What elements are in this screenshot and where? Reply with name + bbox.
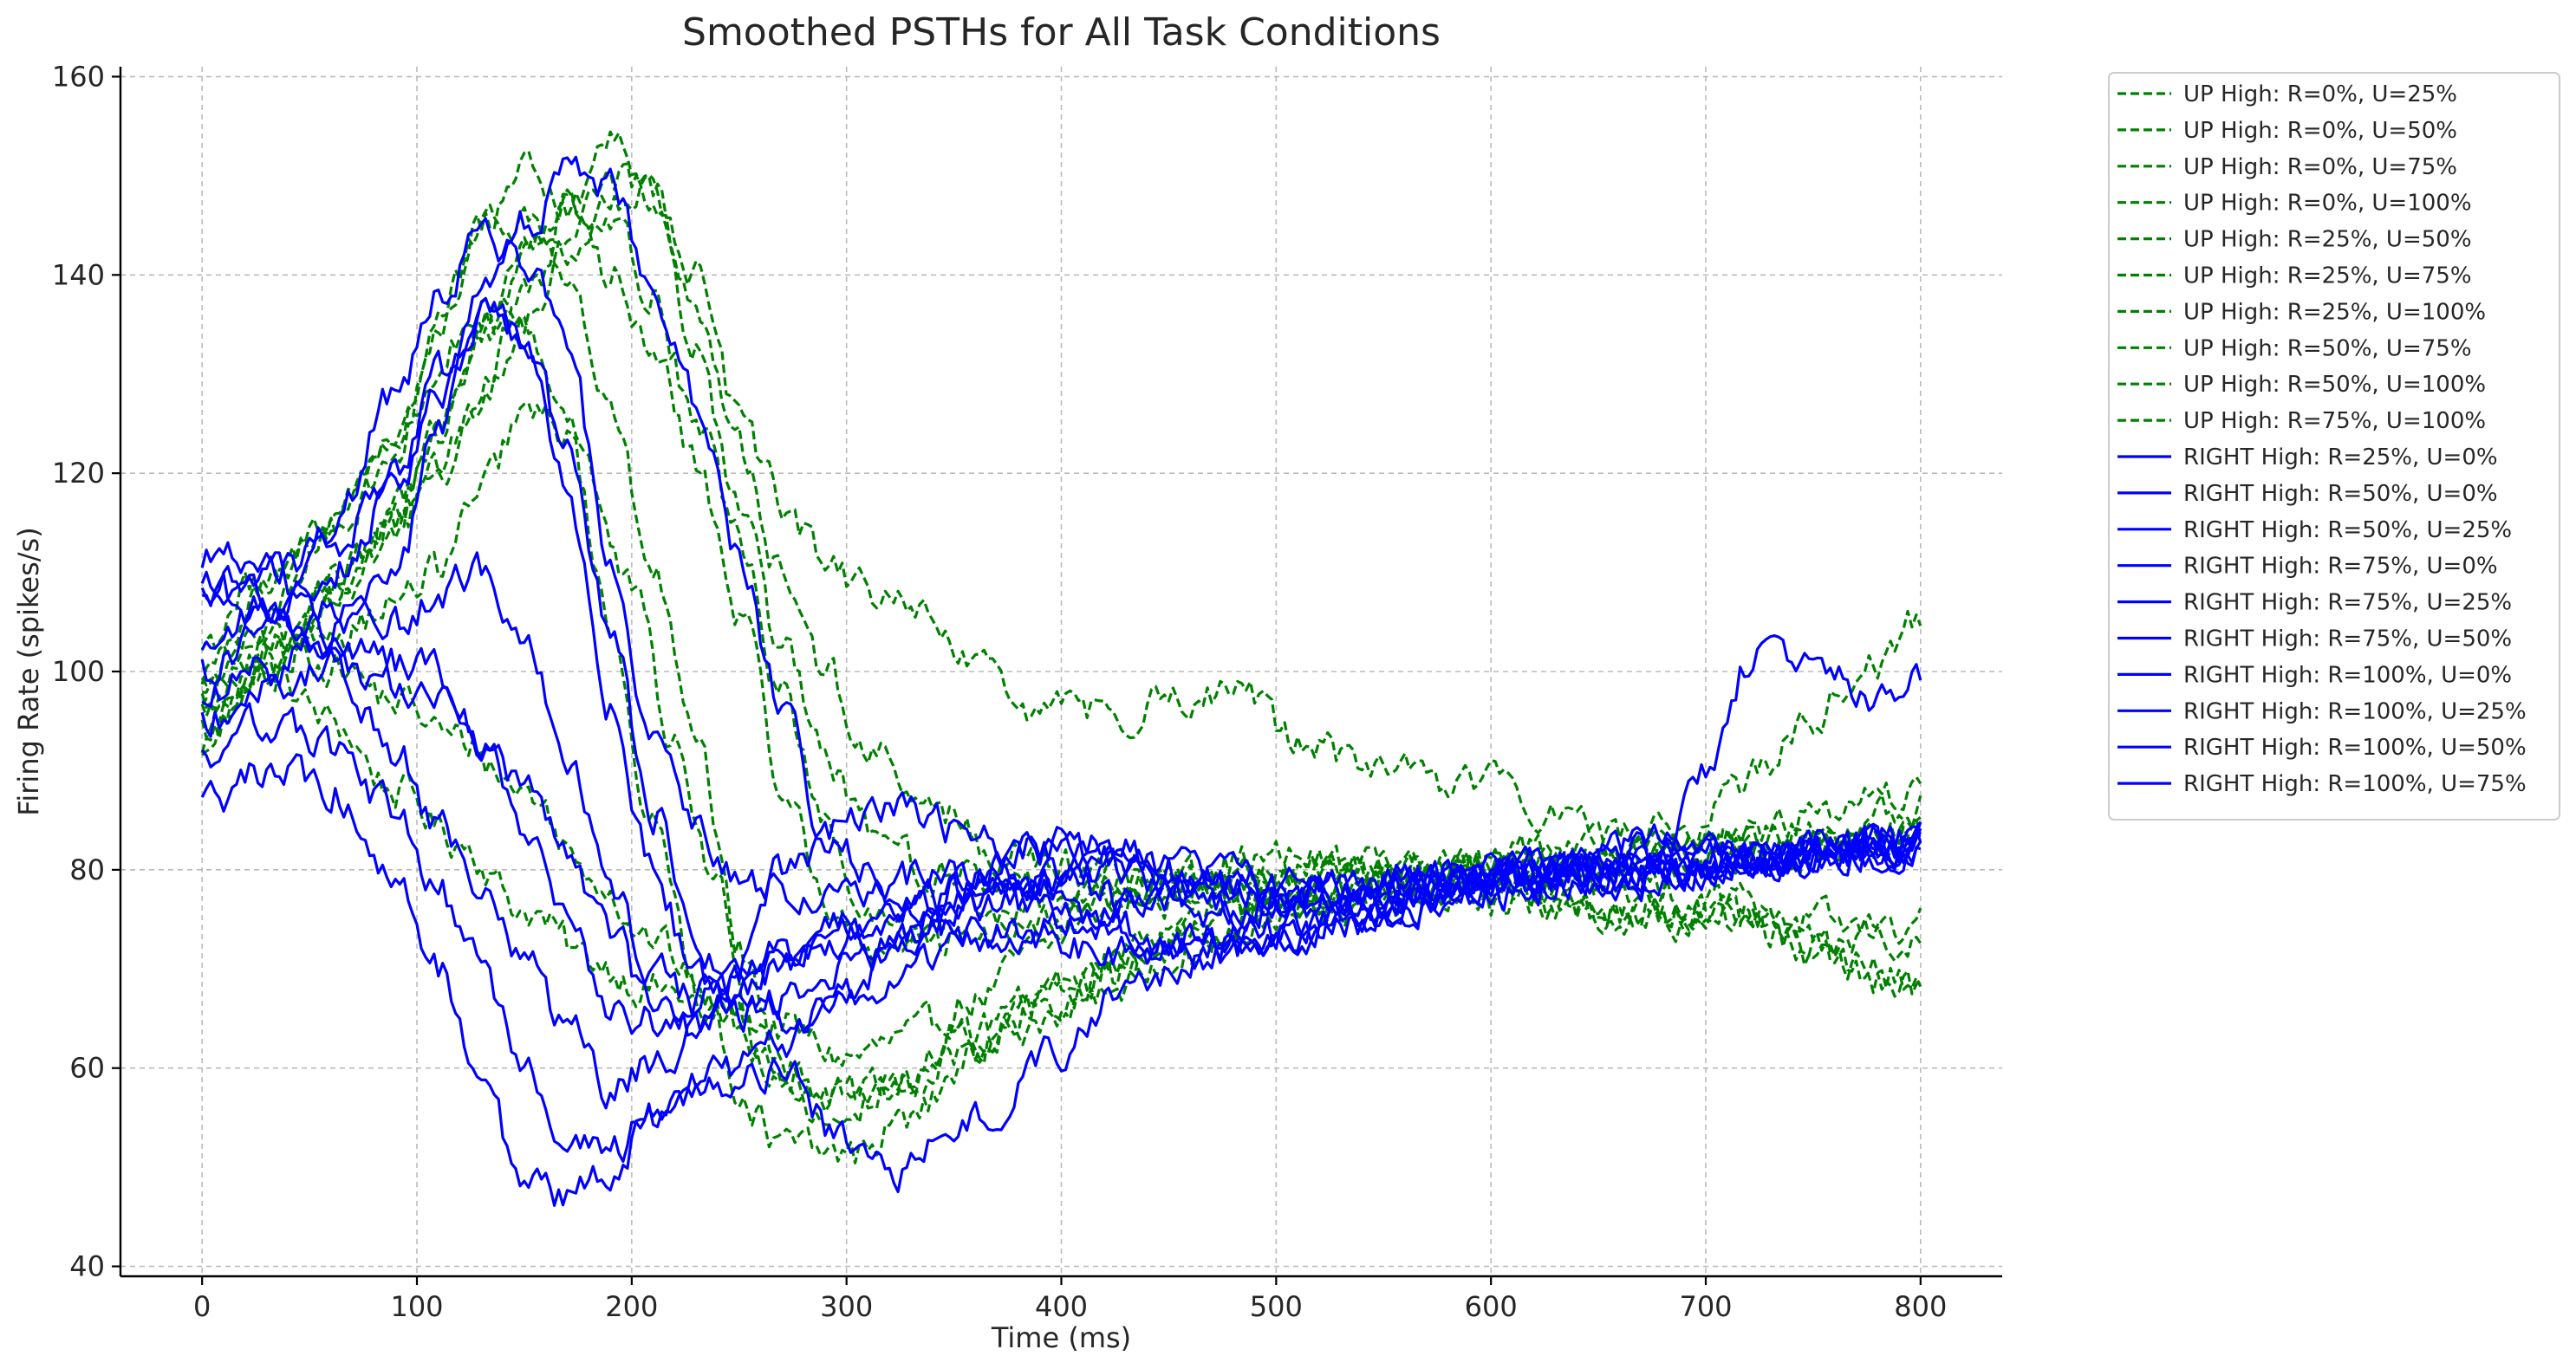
y-tick-label: 160	[52, 60, 105, 93]
chart-title: Smoothed PSTHs for All Task Conditions	[682, 10, 1441, 55]
x-tick-label: 0	[193, 1290, 211, 1323]
series-line-up-8	[200, 162, 1922, 901]
y-tick-label: 140	[52, 258, 105, 291]
legend-entry-label: RIGHT High: R=75%, U=0%	[2183, 554, 2498, 580]
legend-entry-label: UP High: R=25%, U=75%	[2183, 263, 2472, 289]
series-line-right-17	[200, 570, 1922, 1110]
series-line-up-4	[200, 204, 1922, 1126]
series-lines	[200, 130, 1922, 1207]
series-line-right-18	[200, 702, 1922, 1164]
series-line-up-6	[200, 191, 1922, 957]
y-axis-ticks: 40 60 80 100 120 140 160	[52, 60, 120, 1283]
series-line-up-2	[202, 307, 1922, 1111]
legend-entry-label: RIGHT High: R=100%, U=75%	[2183, 771, 2527, 797]
y-tick-label: 40	[69, 1250, 105, 1283]
legend-entry-label: RIGHT High: R=100%, U=25%	[2183, 698, 2527, 724]
series-line-right-16	[200, 647, 1922, 1040]
legend-entry-label: UP High: R=0%, U=25%	[2183, 81, 2457, 107]
y-axis-label: Firing Rate (spikes/s)	[12, 527, 45, 815]
series-line-right-15	[202, 573, 1922, 1038]
y-tick-label: 60	[69, 1052, 105, 1085]
x-tick-label: 300	[820, 1290, 873, 1323]
x-tick-label: 400	[1035, 1290, 1088, 1323]
legend: UP High: R=0%, U=25% UP High: R=0%, U=50%…	[2108, 72, 2560, 821]
grid	[120, 67, 2002, 1276]
legend-entry-label: UP High: R=50%, U=75%	[2183, 335, 2472, 361]
x-tick-label: 600	[1465, 1290, 1518, 1323]
x-tick-label: 700	[1679, 1290, 1732, 1323]
legend-entry-label: RIGHT High: R=100%, U=50%	[2183, 735, 2527, 761]
series-line-up-9	[200, 174, 1922, 855]
legend-entry-label: RIGHT High: R=50%, U=25%	[2183, 517, 2512, 543]
y-tick-label: 120	[52, 457, 105, 490]
series-line-up-7	[201, 130, 1922, 920]
legend-entry-label: RIGHT High: R=100%, U=0%	[2183, 662, 2512, 688]
legend-box	[2108, 72, 2560, 821]
x-tick-label: 200	[605, 1290, 658, 1323]
legend-entry-label: UP High: R=0%, U=50%	[2183, 118, 2457, 144]
y-tick-label: 80	[69, 853, 105, 886]
y-tick-label: 100	[52, 655, 105, 688]
x-tick-label: 800	[1894, 1290, 1947, 1323]
legend-entry-label: UP High: R=25%, U=50%	[2183, 227, 2472, 253]
legend-entry-label: UP High: R=50%, U=100%	[2183, 372, 2486, 398]
series-line-right-14	[200, 541, 1922, 1015]
x-tick-label: 100	[390, 1290, 443, 1323]
x-tick-label: 500	[1250, 1290, 1303, 1323]
x-axis-ticks: 0 100 200 300 400 500 600 700 800	[193, 1276, 1947, 1323]
legend-entry-label: UP High: R=0%, U=100%	[2183, 191, 2472, 217]
legend-entry-label: RIGHT High: R=75%, U=50%	[2183, 626, 2512, 652]
series-line-right-19	[200, 753, 1922, 1207]
x-axis-label: Time (ms)	[991, 1321, 1131, 1354]
legend-entry-label: RIGHT High: R=75%, U=25%	[2183, 590, 2512, 616]
legend-entry-label: UP High: R=75%, U=100%	[2183, 408, 2486, 434]
legend-entry-label: UP High: R=25%, U=100%	[2183, 299, 2486, 325]
legend-entry-label: RIGHT High: R=25%, U=0%	[2183, 444, 2498, 470]
series-line-right-12	[200, 296, 1922, 1035]
legend-entry-label: RIGHT High: R=50%, U=0%	[2183, 481, 2498, 507]
legend-entry-label: UP High: R=0%, U=75%	[2183, 154, 2457, 180]
series-line-up-1	[200, 626, 1922, 1113]
